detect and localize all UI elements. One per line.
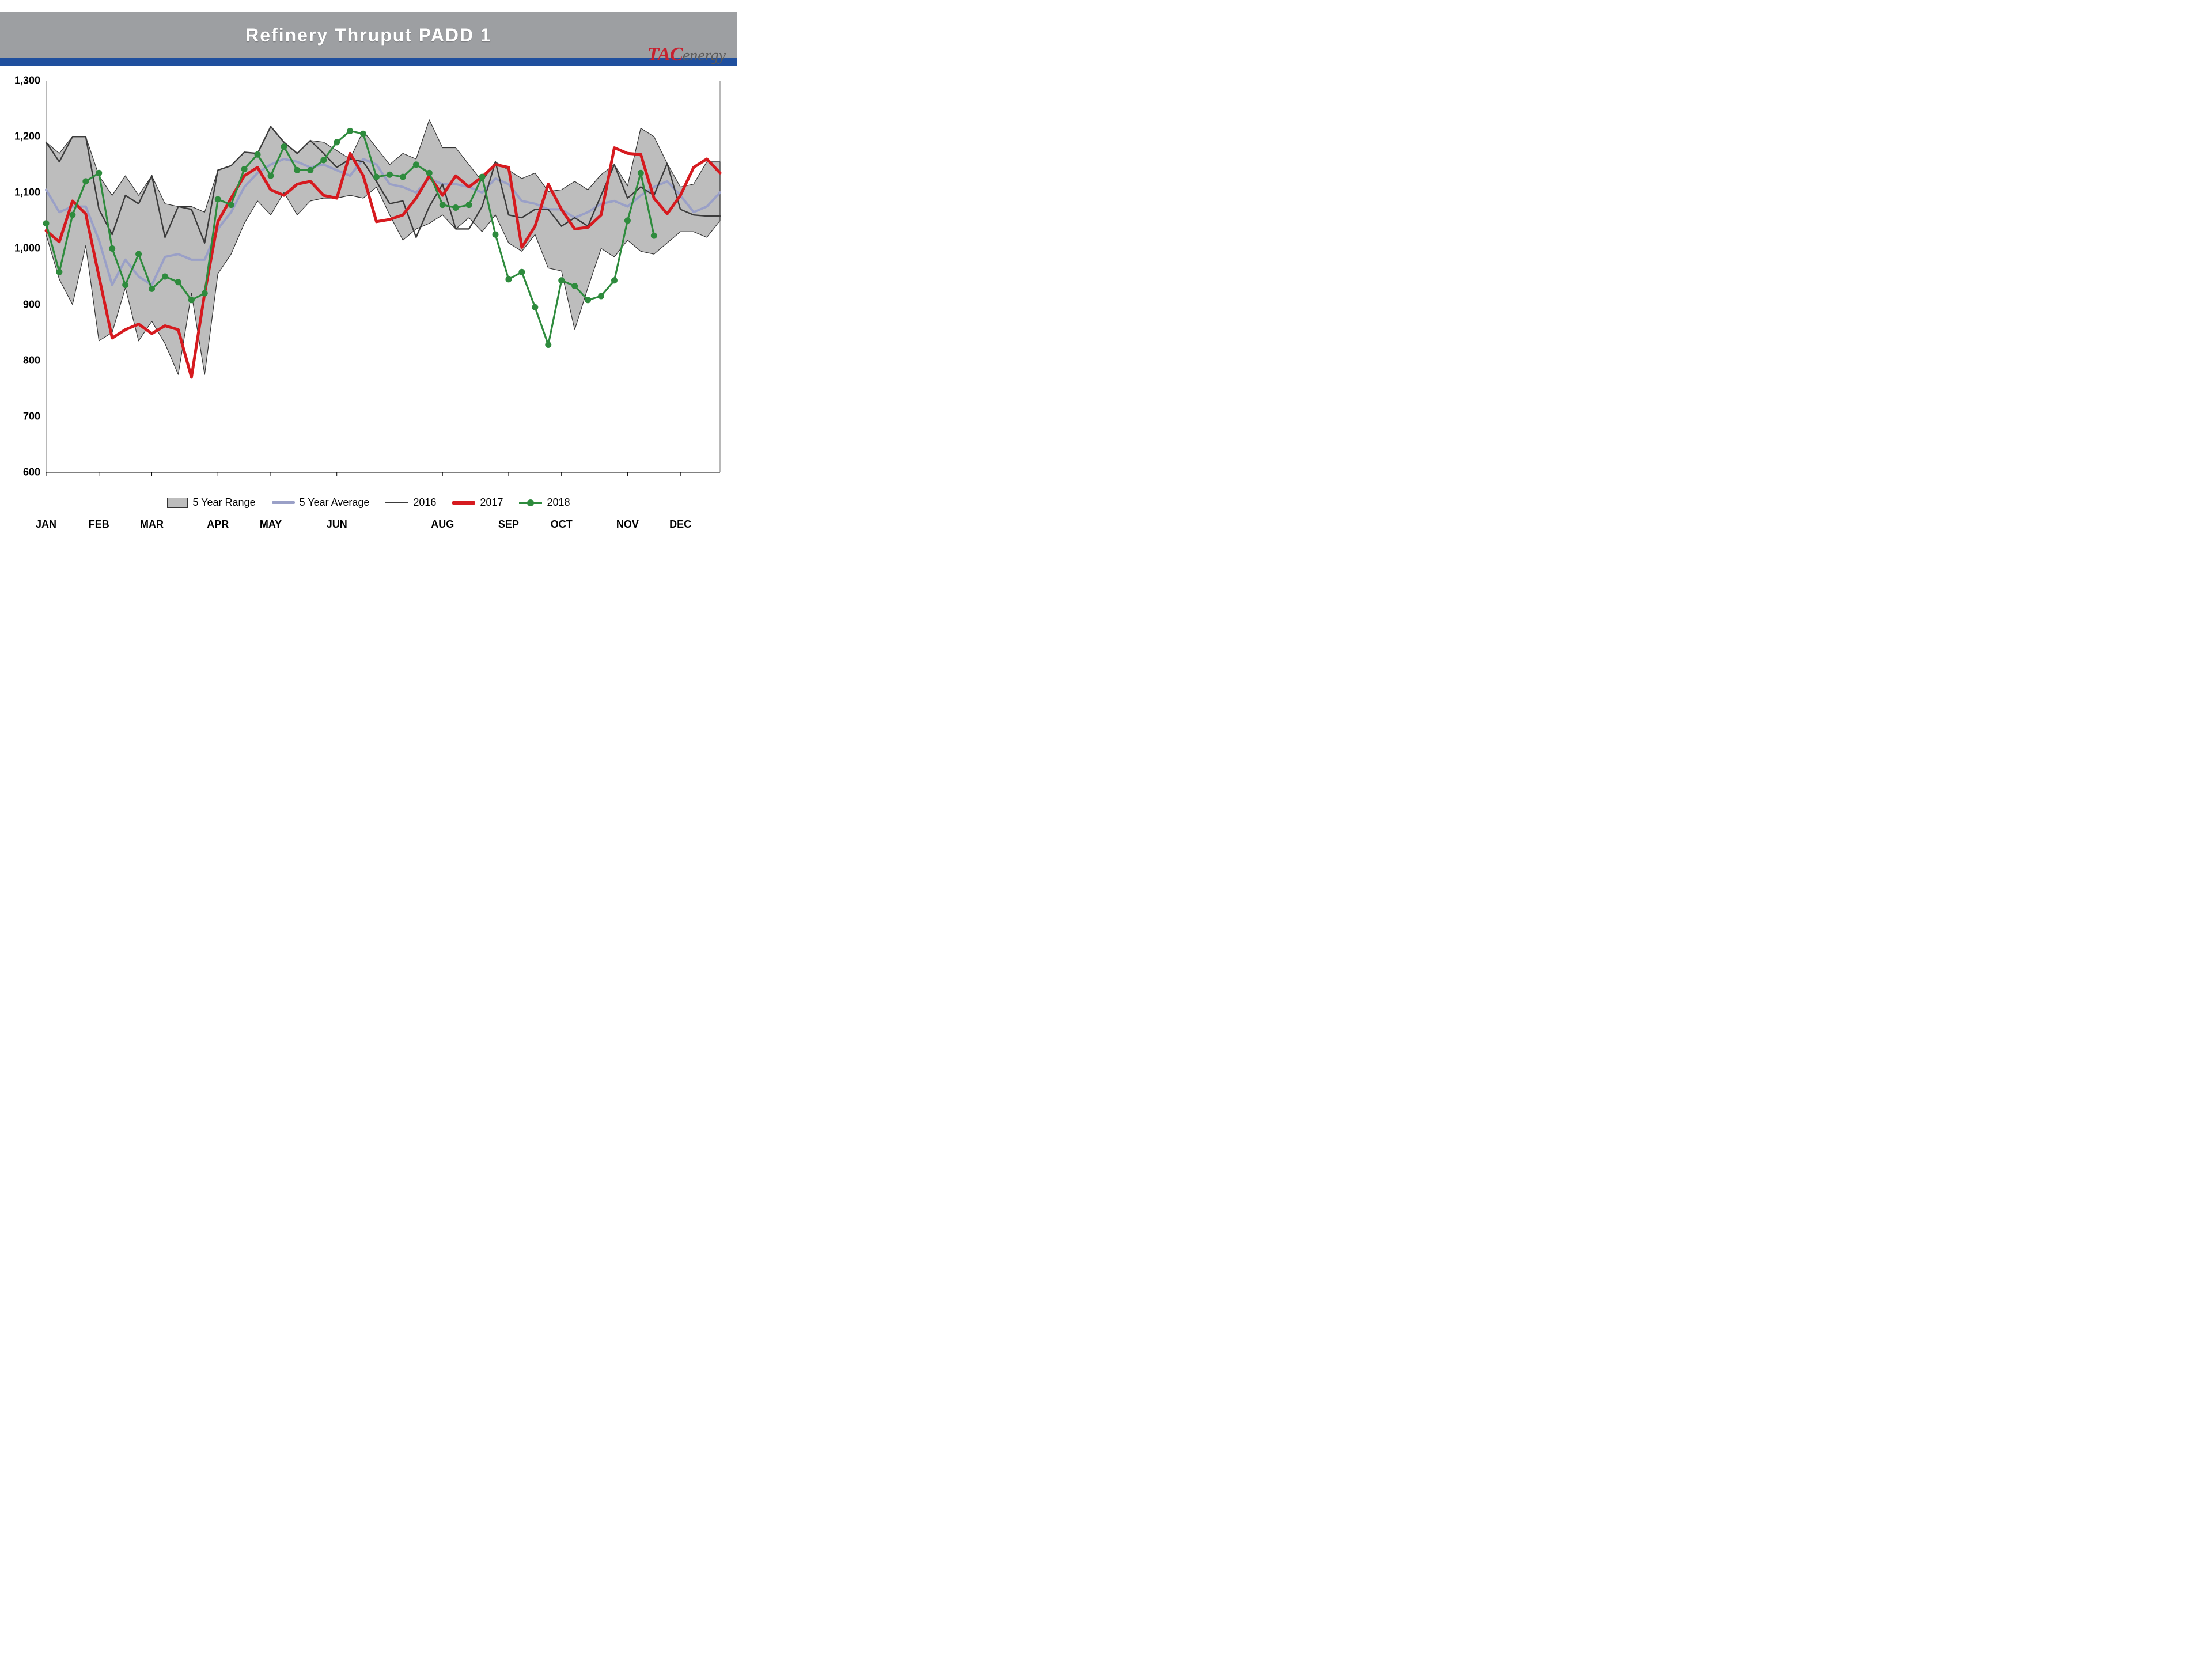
blue-stripe — [0, 58, 737, 66]
line-swatch-icon — [452, 501, 475, 505]
x-tick-label: JUN — [327, 518, 347, 531]
x-tick-label: OCT — [551, 518, 573, 531]
legend-item-2017: 2017 — [452, 497, 503, 509]
x-tick-label: FEB — [89, 518, 109, 531]
legend-item-2018: 2018 — [519, 497, 570, 509]
y-tick-label: 1,200 — [6, 131, 40, 143]
x-tick-label: MAY — [260, 518, 282, 531]
y-tick-label: 900 — [6, 298, 40, 310]
chart-area: 5 Year Range 5 Year Average 2016 2017 20… — [12, 75, 726, 530]
legend-label: 2018 — [547, 497, 570, 509]
y-tick-label: 700 — [6, 410, 40, 422]
x-tick-label: APR — [207, 518, 229, 531]
dot-swatch-icon — [519, 502, 542, 504]
avg-swatch-icon — [272, 501, 295, 504]
x-tick-label: MAR — [140, 518, 164, 531]
legend-label: 5 Year Average — [300, 497, 370, 509]
legend-item-range: 5 Year Range — [167, 497, 255, 509]
y-tick-label: 1,000 — [6, 243, 40, 255]
legend-label: 2017 — [480, 497, 503, 509]
y-tick-label: 1,100 — [6, 187, 40, 199]
legend: 5 Year Range 5 Year Average 2016 2017 20… — [12, 497, 726, 509]
x-tick-label: JAN — [36, 518, 56, 531]
chart-title: Refinery Thruput PADD 1 — [245, 25, 492, 46]
legend-item-2016: 2016 — [385, 497, 436, 509]
x-tick-label: NOV — [616, 518, 639, 531]
x-tick-label: AUG — [431, 518, 454, 531]
line-swatch-icon — [385, 502, 408, 503]
y-tick-label: 800 — [6, 354, 40, 366]
page: Refinery Thruput PADD 1 TACenergy 5 Year… — [0, 0, 737, 553]
range-swatch-icon — [167, 498, 188, 508]
legend-label: 2016 — [413, 497, 436, 509]
legend-item-avg: 5 Year Average — [272, 497, 370, 509]
title-bar: Refinery Thruput PADD 1 — [0, 12, 737, 59]
y-tick-label: 1,300 — [6, 75, 40, 87]
y-tick-label: 600 — [6, 467, 40, 479]
legend-label: 5 Year Range — [192, 497, 255, 509]
x-tick-label: DEC — [669, 518, 691, 531]
chart-svg — [12, 75, 726, 530]
x-tick-label: SEP — [498, 518, 519, 531]
